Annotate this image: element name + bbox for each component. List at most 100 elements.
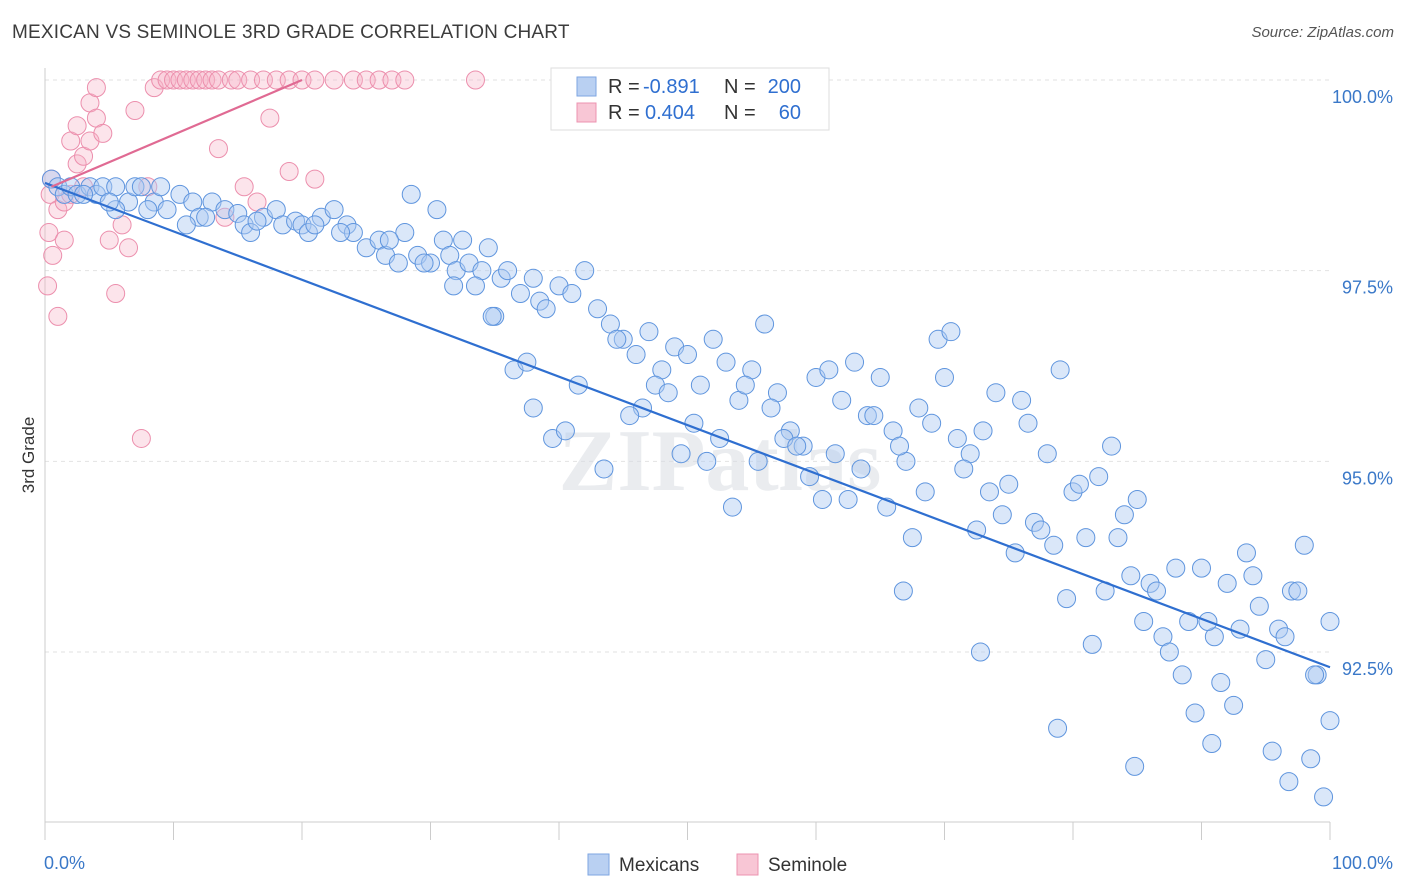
mexicans-point-145 — [941, 322, 961, 342]
mexicans-point-50 — [530, 291, 550, 311]
mexicans-point-132 — [761, 398, 781, 418]
mexicans-point-75 — [845, 352, 865, 372]
y-axis-title: 3rd Grade — [19, 417, 38, 494]
mexicans-point-106 — [1243, 566, 1263, 586]
mexicans-point-171 — [1275, 627, 1295, 647]
seminole-point-11 — [67, 154, 87, 174]
mexicans-point-164 — [1185, 703, 1205, 723]
mexicans-point-53 — [562, 284, 582, 304]
mexicans-point-173 — [1301, 749, 1321, 769]
bottom-legend-swatch-mexicans — [587, 853, 610, 876]
seminole-point-36 — [202, 70, 222, 90]
mexicans-point-71 — [793, 436, 813, 456]
mexicans-point-181 — [379, 230, 399, 250]
mexicans-point-136 — [825, 444, 845, 464]
mexicans-point-116 — [465, 276, 485, 296]
mexicans-point-162 — [1159, 642, 1179, 662]
mexicans-point-175 — [1320, 711, 1340, 731]
mexicans-point-200 — [151, 177, 171, 197]
mexicans-point-126 — [658, 383, 678, 403]
mexicans-point-183 — [444, 276, 464, 296]
seminole-point-52 — [208, 139, 228, 159]
legend-n-label-1: N = — [724, 102, 756, 124]
mexicans-point-104 — [1217, 573, 1237, 593]
mexicans-point-96 — [1114, 505, 1134, 525]
mexicans-point-81 — [922, 413, 942, 433]
seminole-point-58 — [305, 169, 325, 189]
mexicans-point-168 — [1236, 543, 1256, 563]
mexicans-point-138 — [851, 459, 871, 479]
mexicans-point-130 — [722, 497, 742, 517]
mexicans-point-74 — [832, 390, 852, 410]
mexicans-point-107 — [1256, 650, 1276, 670]
y-tick-labels: 92.5% 95.0% 97.5% 100.0% — [1332, 87, 1393, 679]
mexicans-point-93 — [1076, 528, 1096, 548]
mexicans-point-112 — [1320, 611, 1340, 631]
mexicans-point-159 — [1121, 566, 1141, 586]
y-tick-label-0: 92.5% — [1342, 659, 1393, 679]
legend-swatch-seminole — [576, 102, 597, 123]
mexicans-point-100 — [1166, 558, 1186, 578]
mexicans-point-58 — [626, 345, 646, 365]
mexicans-point-194 — [1125, 756, 1145, 776]
mexicans-point-177 — [196, 207, 216, 227]
mexicans-point-139 — [864, 406, 884, 426]
mexicans-point-102 — [1192, 558, 1211, 578]
mexicans-point-91 — [1050, 360, 1070, 380]
mexicans-point-166 — [1211, 673, 1231, 693]
mexicans-point-201 — [176, 215, 196, 235]
x-tick-labels: 0.0% 100.0% — [44, 853, 1393, 873]
mexicans-point-154 — [1057, 589, 1077, 609]
mexicans-point-127 — [671, 444, 691, 464]
grid-lines — [45, 79, 1330, 653]
mexicans-point-129 — [697, 451, 717, 471]
mexicans-point-193 — [1048, 718, 1068, 738]
mexicans-point-184 — [482, 306, 502, 326]
mexicans-point-180 — [331, 223, 351, 243]
mexicans-point-187 — [620, 406, 640, 426]
mexicans-point-146 — [954, 459, 974, 479]
mexicans-point-195 — [1202, 734, 1222, 754]
mexicans-trend-line — [44, 181, 1331, 669]
legend-n-value-1: 60 — [779, 102, 801, 124]
series-seminole — [38, 70, 485, 448]
seminole-point-20 — [99, 230, 119, 250]
mexicans-point-20 — [228, 203, 248, 223]
mexicans-point-151 — [1018, 413, 1038, 433]
mexicans-point-31 — [337, 215, 357, 235]
mexicans-point-94 — [1089, 467, 1109, 487]
mexicans-point-113 — [401, 184, 421, 204]
mexicans-point-63 — [690, 375, 710, 395]
mexicans-point-86 — [986, 383, 1006, 403]
seminole-point-38 — [221, 70, 241, 90]
seminole-point-45 — [305, 70, 325, 90]
mexicans-point-108 — [1269, 619, 1289, 639]
mexicans-point-179 — [305, 215, 325, 235]
mexicans-point-156 — [1082, 634, 1102, 654]
trend-lines — [44, 78, 1331, 669]
seminole-point-6 — [48, 306, 68, 326]
mexicans-point-163 — [1172, 665, 1192, 685]
mexicans-point-45 — [478, 238, 498, 258]
seminole-point-56 — [260, 108, 280, 128]
mexicans-point-155 — [1069, 474, 1089, 494]
y-tick-label-3: 100.0% — [1332, 87, 1393, 107]
seminole-point-24 — [125, 101, 145, 121]
seminole-point-46 — [324, 70, 344, 90]
seminole-point-51 — [395, 70, 415, 90]
mexicans-point-121 — [555, 421, 575, 441]
mexicans-point-149 — [992, 505, 1012, 525]
seminole-point-59 — [465, 70, 485, 90]
mexicans-point-48 — [510, 284, 530, 304]
seminole-point-18 — [86, 78, 106, 98]
seminole-point-54 — [234, 177, 254, 197]
mexicans-point-167 — [1224, 695, 1244, 715]
mexicans-point-143 — [915, 482, 935, 502]
mexicans-point-65 — [716, 352, 736, 372]
mexicans-point-178 — [247, 211, 267, 231]
legend-r-value-0: -0.891 — [643, 76, 700, 98]
mexicans-point-110 — [1294, 535, 1314, 555]
mexicans-point-49 — [523, 268, 543, 288]
mexicans-point-197 — [1305, 665, 1325, 685]
bottom-legend: Mexicans Seminole — [587, 853, 847, 876]
